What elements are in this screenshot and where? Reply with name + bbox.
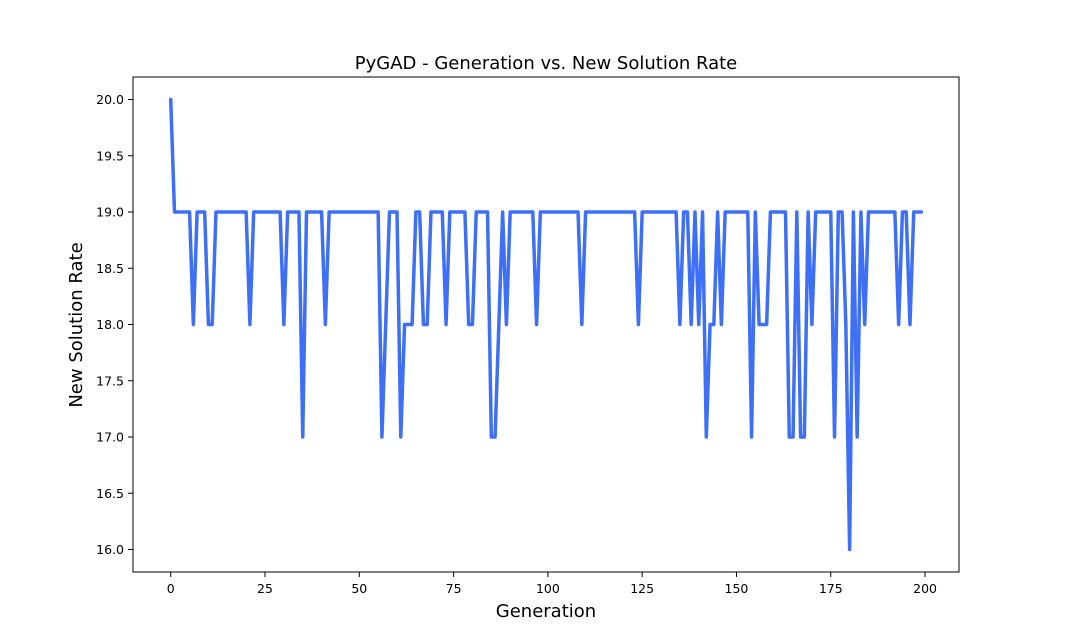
y-tick-label: 19.0 — [96, 205, 124, 220]
series-line-0 — [168, 97, 924, 552]
x-tick-label: 150 — [725, 581, 749, 596]
y-tick-label: 17.5 — [96, 373, 124, 388]
x-axis: 0 25 50 75 100 125 150 175 200 — [167, 572, 937, 596]
y-tick-label: 19.5 — [96, 148, 124, 163]
x-axis-label: Generation — [496, 601, 596, 622]
x-tick-label: 100 — [536, 581, 560, 596]
y-tick-label: 20.0 — [96, 92, 124, 107]
y-tick-label: 16.0 — [96, 542, 124, 557]
x-tick-label: 200 — [913, 581, 937, 596]
plot-area — [132, 76, 960, 573]
x-tick-label: 25 — [257, 581, 273, 596]
y-tick-label: 18.5 — [96, 261, 124, 276]
chart-title: PyGAD - Generation vs. New Solution Rate — [355, 53, 737, 74]
y-tick-label: 16.5 — [96, 486, 124, 501]
y-tick-label: 18.0 — [96, 317, 124, 332]
x-tick-label: 125 — [630, 581, 654, 596]
x-tick-label: 75 — [446, 581, 462, 596]
x-tick-label: 50 — [351, 581, 367, 596]
x-tick-label: 0 — [167, 581, 175, 596]
y-axis: 16.0 16.5 17.0 17.5 18.0 18.5 19.0 19.5 20.0 — [96, 92, 133, 557]
y-axis-label: New Solution Rate — [66, 242, 87, 407]
y-tick-label: 17.0 — [96, 430, 124, 445]
x-tick-label: 175 — [819, 581, 843, 596]
